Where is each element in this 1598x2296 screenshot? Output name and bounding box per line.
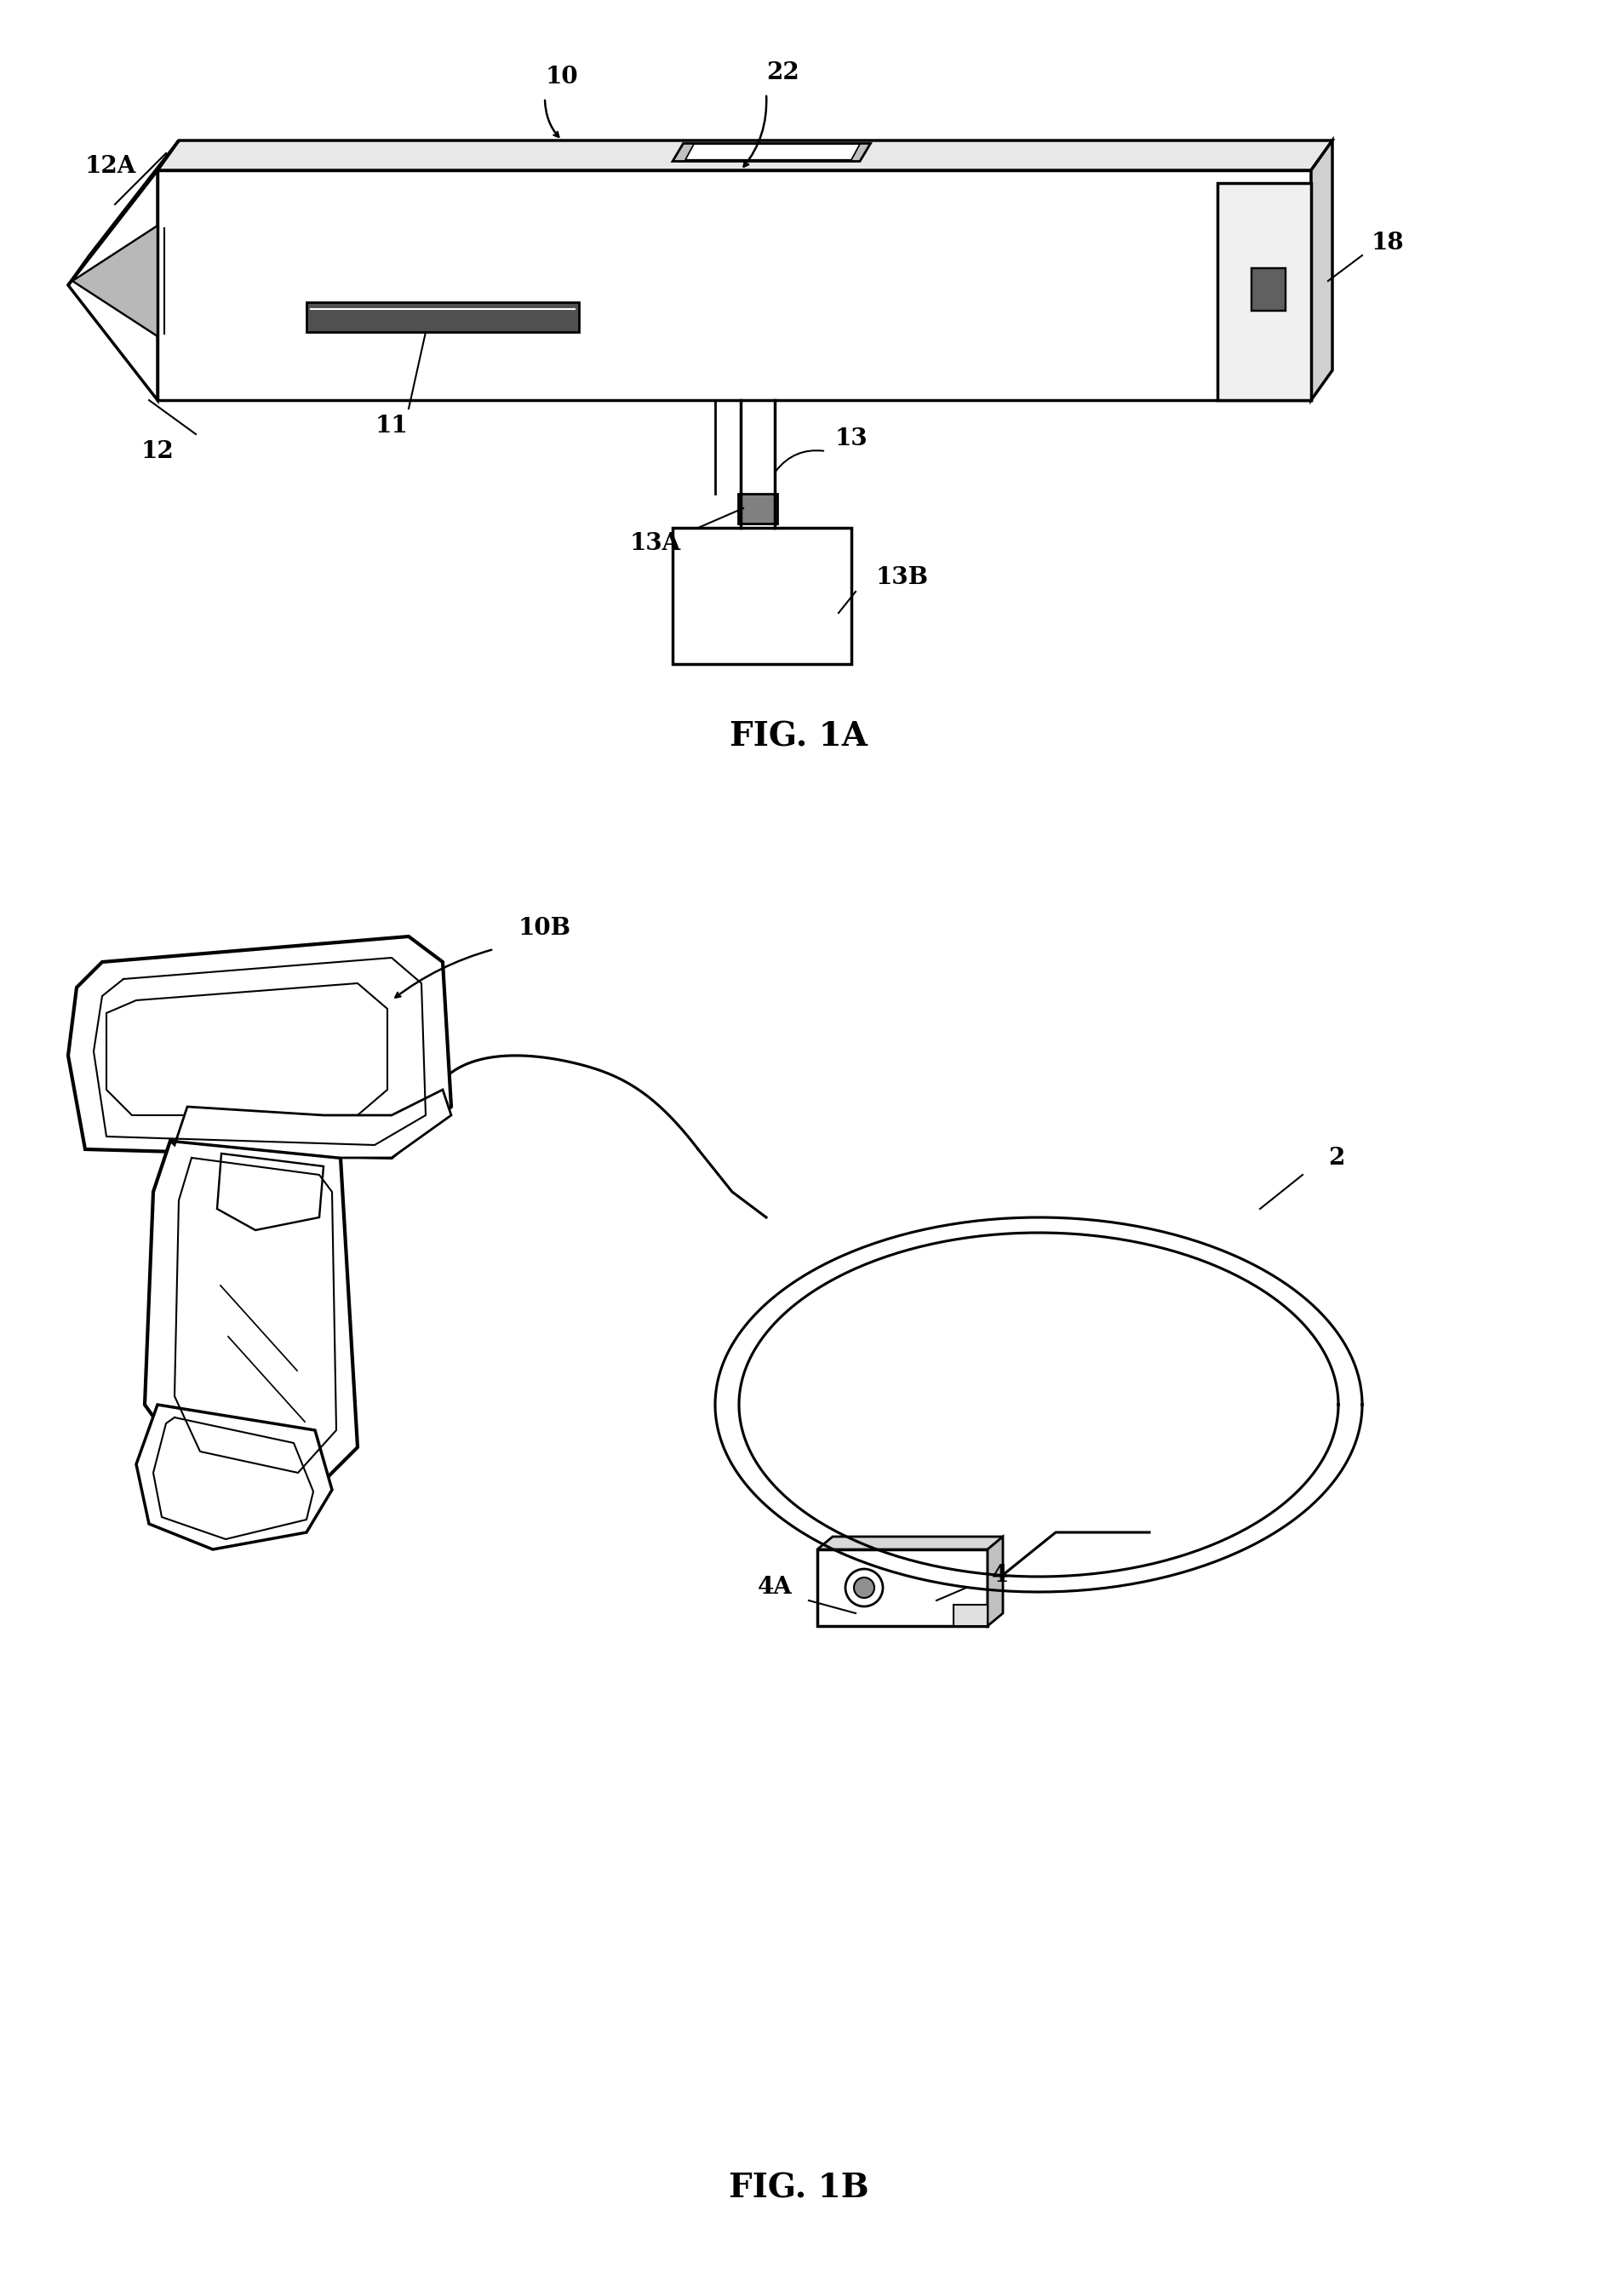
Polygon shape <box>171 1091 451 1157</box>
FancyBboxPatch shape <box>1251 269 1285 310</box>
Polygon shape <box>673 142 871 161</box>
Polygon shape <box>686 145 860 161</box>
Text: 4A: 4A <box>757 1577 793 1600</box>
Text: 13A: 13A <box>630 533 681 556</box>
Text: 11: 11 <box>376 413 407 436</box>
Text: 12: 12 <box>141 441 174 464</box>
Text: 13B: 13B <box>876 565 928 588</box>
Polygon shape <box>1310 140 1333 400</box>
Polygon shape <box>69 170 158 400</box>
Polygon shape <box>69 937 451 1157</box>
FancyBboxPatch shape <box>738 494 777 523</box>
Text: 22: 22 <box>767 62 799 85</box>
Text: 2: 2 <box>1328 1146 1346 1169</box>
Polygon shape <box>954 1605 988 1626</box>
Text: 4: 4 <box>992 1564 1008 1587</box>
Text: FIG. 1A: FIG. 1A <box>730 721 868 753</box>
Polygon shape <box>72 225 158 335</box>
Polygon shape <box>69 140 179 285</box>
Text: 10: 10 <box>545 64 578 87</box>
Text: FIG. 1B: FIG. 1B <box>729 2172 869 2204</box>
Text: 13: 13 <box>834 427 868 450</box>
Polygon shape <box>158 140 1333 170</box>
Polygon shape <box>145 1141 358 1490</box>
FancyBboxPatch shape <box>1218 184 1310 400</box>
Polygon shape <box>158 170 1310 400</box>
Polygon shape <box>988 1536 1004 1626</box>
Circle shape <box>853 1577 874 1598</box>
Text: 18: 18 <box>1371 232 1405 255</box>
Text: 12A: 12A <box>85 154 136 177</box>
Polygon shape <box>817 1536 1004 1550</box>
FancyBboxPatch shape <box>307 303 578 333</box>
Text: 10B: 10B <box>518 916 570 939</box>
FancyBboxPatch shape <box>817 1550 988 1626</box>
Polygon shape <box>136 1405 332 1550</box>
Circle shape <box>845 1568 882 1607</box>
FancyBboxPatch shape <box>673 528 852 664</box>
